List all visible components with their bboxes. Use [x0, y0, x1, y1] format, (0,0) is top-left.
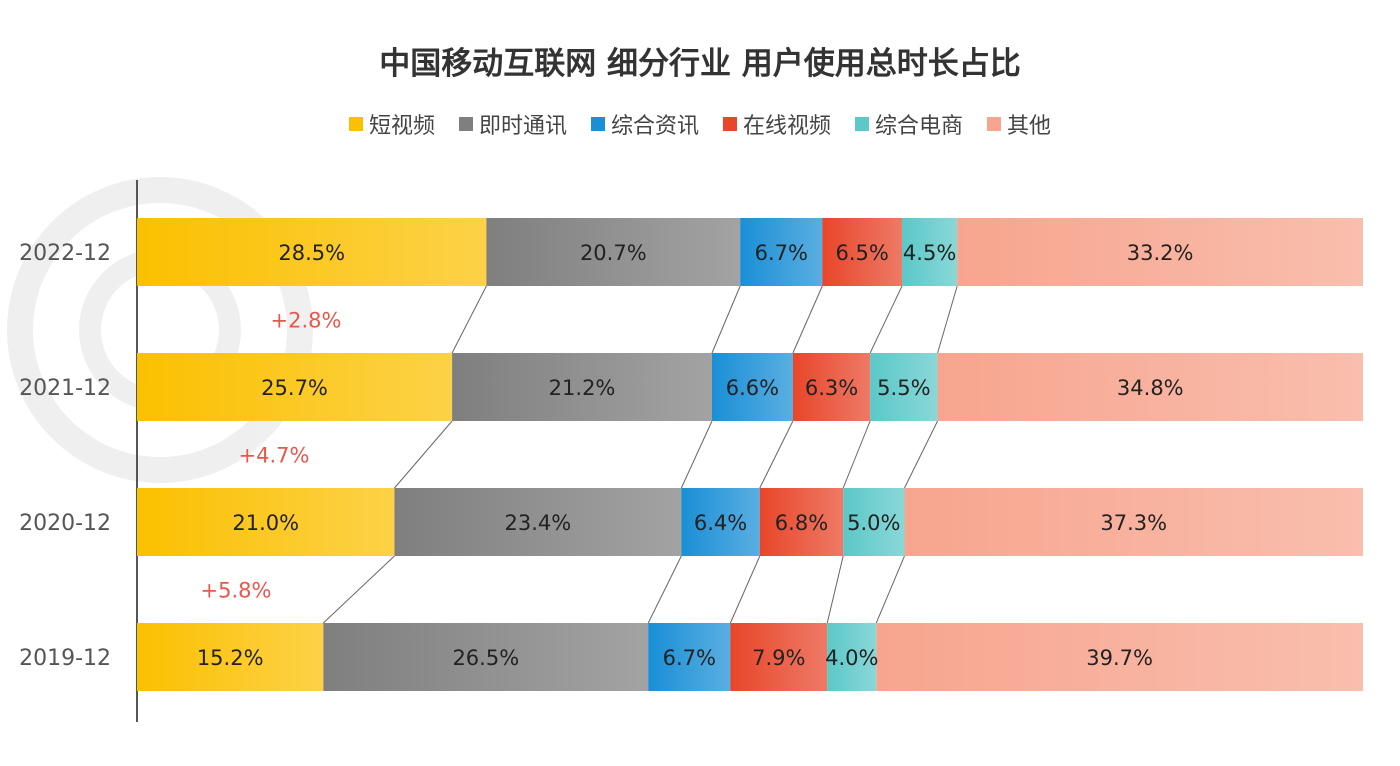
- data-label: 34.8%: [1117, 376, 1184, 400]
- data-label: 23.4%: [505, 511, 572, 535]
- data-label: 37.3%: [1100, 511, 1167, 535]
- data-label: 20.7%: [580, 241, 647, 265]
- bar-segment-shine: [137, 218, 487, 286]
- bar-segment-shine: [648, 623, 731, 691]
- growth-annotation: +4.7%: [239, 444, 310, 468]
- bar-segment-shine: [843, 488, 905, 556]
- connector-line: [875, 555, 905, 624]
- data-label: 25.7%: [261, 376, 328, 400]
- y-tick-label: 2021-12: [19, 376, 111, 401]
- bar-segment-shine: [870, 353, 938, 421]
- connector-line: [323, 555, 395, 624]
- chart-legend: 短视频 即时通讯 综合资讯 在线视频 综合电商 其他: [0, 108, 1400, 140]
- growth-annotation: +2.8%: [271, 309, 342, 333]
- connector-line: [869, 285, 903, 354]
- data-label: 6.4%: [694, 511, 747, 535]
- legend-item-2: 综合资讯: [590, 108, 699, 140]
- legend-swatch: [348, 117, 363, 131]
- legend-swatch: [723, 117, 737, 131]
- data-label: 21.2%: [549, 376, 616, 400]
- bar-segment-shine: [730, 623, 828, 691]
- connector-line: [729, 555, 761, 624]
- connector-line: [451, 285, 487, 354]
- bar-segment-shine: [452, 353, 712, 421]
- data-label: 15.2%: [197, 646, 264, 670]
- bar-segment-shine: [876, 623, 1363, 691]
- chart-title: 中国移动互联网 细分行业 用户使用总时长占比: [379, 46, 1021, 82]
- data-label: 7.9%: [752, 646, 805, 670]
- bar-segment-shine: [137, 353, 453, 421]
- bar-segment-shine: [957, 218, 1363, 286]
- data-label: 33.2%: [1127, 241, 1194, 265]
- data-label: 39.7%: [1086, 646, 1153, 670]
- connector-line: [826, 555, 844, 624]
- bar-segment-shine: [902, 218, 958, 286]
- legend-label: 短视频: [368, 114, 435, 139]
- y-tick-label: 2022-12: [19, 241, 111, 266]
- legend-swatch: [458, 117, 473, 131]
- bar-segment-shine: [759, 488, 844, 556]
- bar-segment-shine: [937, 353, 1363, 421]
- connector-line: [680, 420, 713, 489]
- data-label: 5.0%: [847, 511, 900, 535]
- connector-line: [842, 420, 871, 489]
- bar-segment-shine: [792, 353, 871, 421]
- legend-swatch: [855, 117, 870, 131]
- data-label: 28.5%: [278, 241, 345, 265]
- growth-annotation: +5.8%: [201, 579, 272, 603]
- connector-line: [792, 285, 823, 354]
- legend-label: 其他: [1007, 114, 1052, 139]
- data-label: 6.7%: [755, 241, 808, 265]
- data-label: 6.3%: [805, 376, 858, 400]
- connector-line: [647, 555, 682, 624]
- connector-line: [904, 420, 939, 489]
- legend-swatch: [590, 117, 605, 131]
- data-label: 4.0%: [825, 646, 878, 670]
- bar-segment-shine: [323, 623, 649, 691]
- legend-item-0: 短视频: [348, 108, 435, 140]
- bar-segment-shine: [827, 623, 877, 691]
- bar-segment-shine: [681, 488, 760, 556]
- y-tick-label: 2019-12: [19, 646, 111, 671]
- legend-label: 在线视频: [743, 114, 832, 139]
- data-label: 6.5%: [835, 241, 888, 265]
- data-label: 6.6%: [726, 376, 779, 400]
- data-label: 6.8%: [775, 511, 828, 535]
- bar-segment-shine: [711, 353, 793, 421]
- data-label: 26.5%: [452, 646, 519, 670]
- legend-swatch: [987, 117, 1002, 131]
- legend-label: 综合电商: [875, 114, 964, 139]
- legend-item-5: 其他: [987, 108, 1051, 140]
- y-tick-label: 2020-12: [19, 511, 111, 536]
- bar-segment-shine: [904, 488, 1363, 556]
- bar-segment-shine: [486, 218, 741, 286]
- connector-line: [759, 420, 794, 489]
- bar-segment-shine: [137, 623, 324, 691]
- bar-segment-shine: [137, 488, 395, 556]
- bar-segment-shine: [822, 218, 903, 286]
- data-label: 21.0%: [232, 511, 299, 535]
- legend-label: 即时通讯: [478, 114, 567, 139]
- bar-segment-shine: [394, 488, 682, 556]
- data-label: 4.5%: [903, 241, 956, 265]
- connector-line: [711, 285, 741, 354]
- legend-item-3: 在线视频: [723, 108, 831, 140]
- data-label: 6.7%: [663, 646, 716, 670]
- data-label: 5.5%: [877, 376, 930, 400]
- bar-segment-shine: [740, 218, 823, 286]
- legend-item-1: 即时通讯: [458, 108, 567, 140]
- legend-item-4: 综合电商: [855, 108, 963, 140]
- connector-line: [394, 420, 453, 489]
- connector-line: [937, 285, 958, 354]
- legend-label: 综合资讯: [610, 114, 699, 139]
